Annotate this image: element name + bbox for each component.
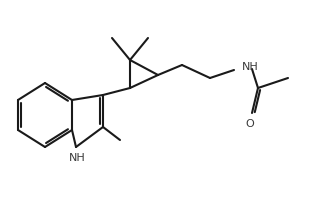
Text: O: O — [246, 119, 255, 129]
Text: NH: NH — [242, 62, 259, 72]
Text: NH: NH — [69, 153, 85, 163]
